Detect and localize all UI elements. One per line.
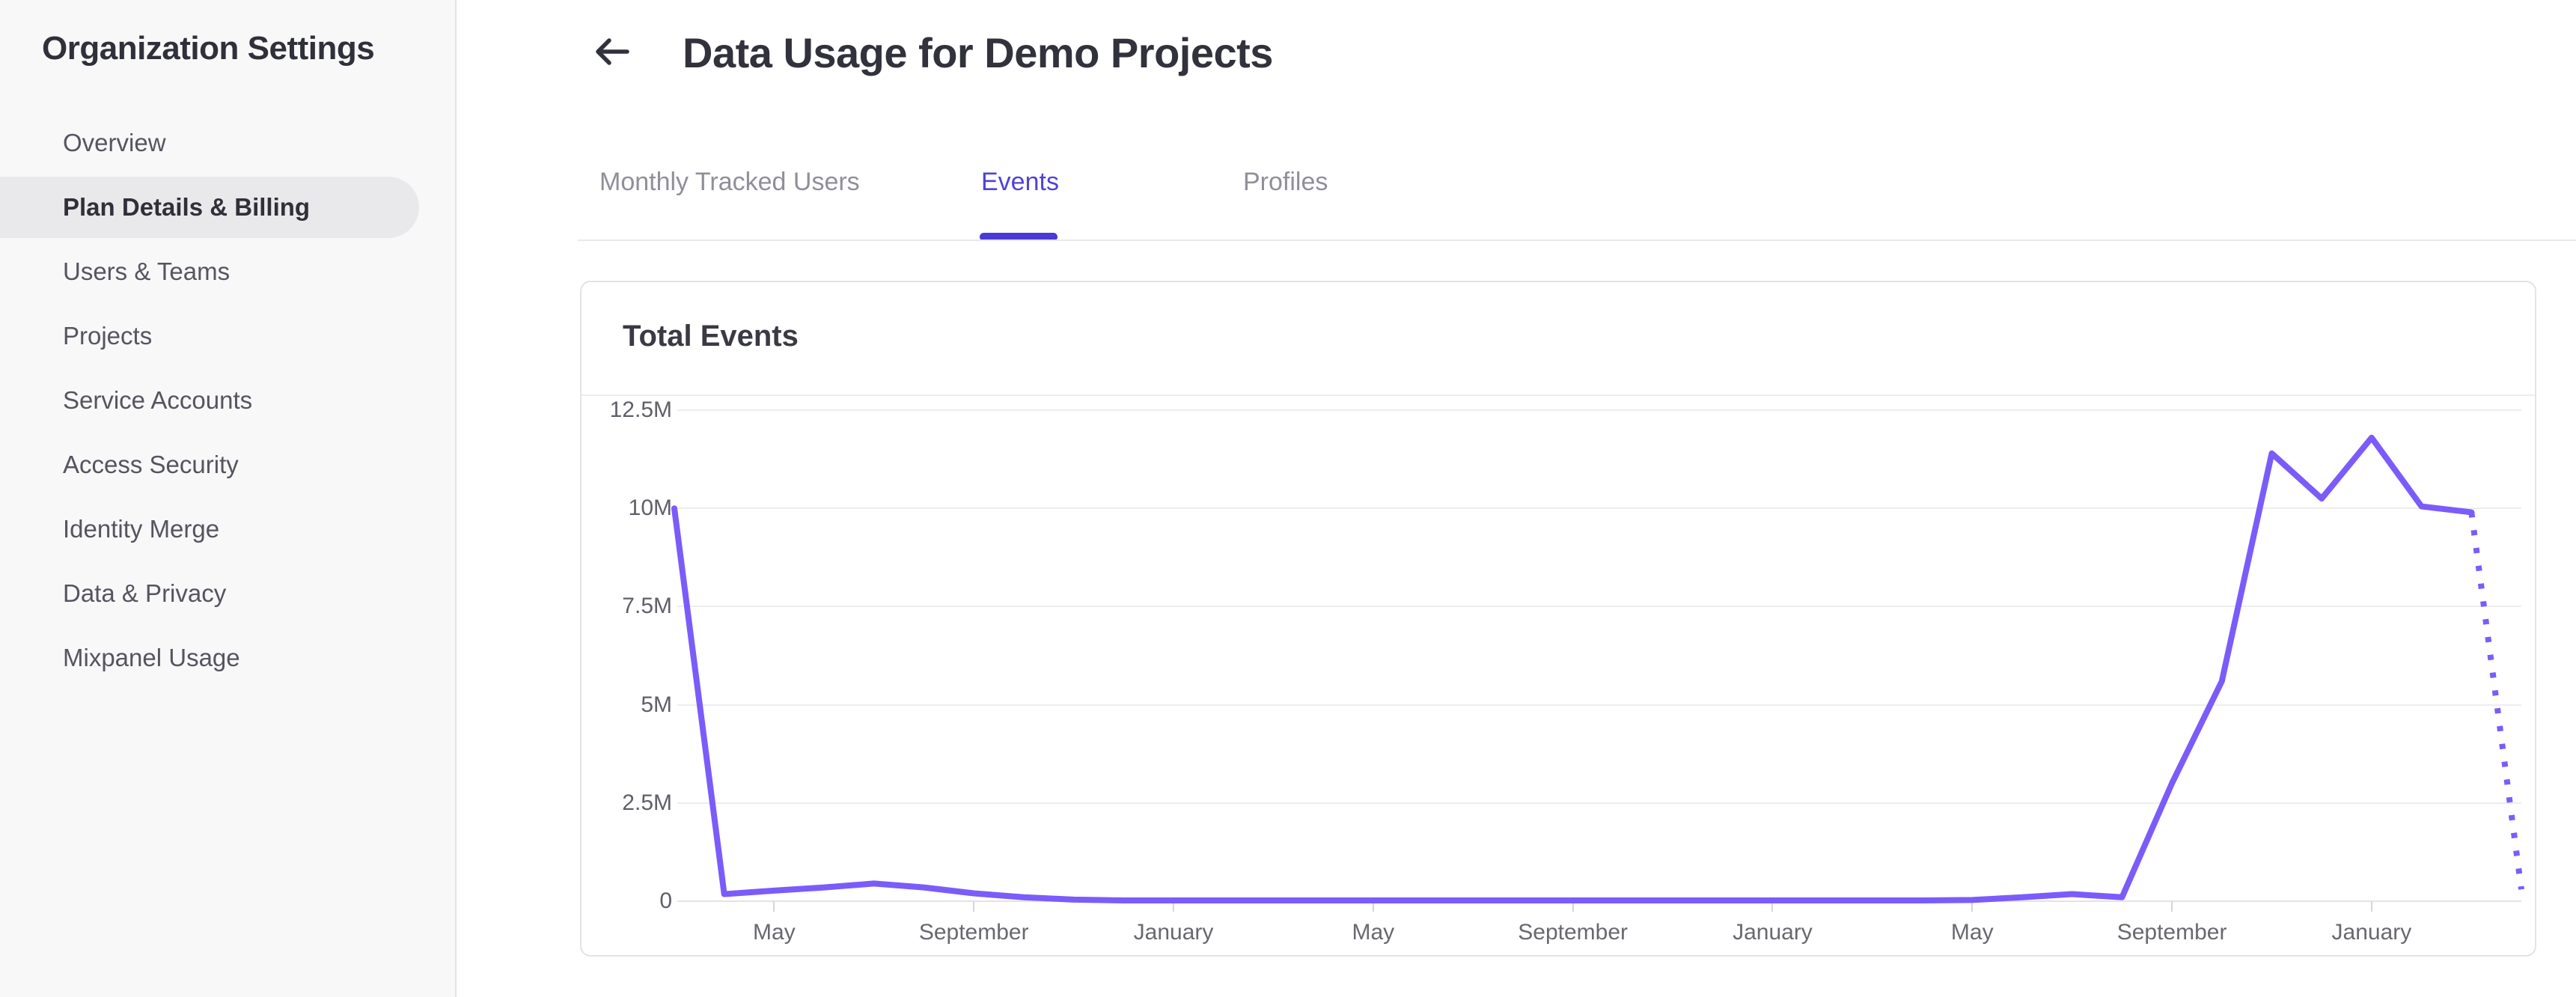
gridline (677, 409, 2521, 411)
x-axis-tick (1173, 901, 1175, 912)
sidebar-item-projects[interactable]: Projects (63, 322, 153, 350)
x-axis-label: September (2116, 920, 2227, 945)
gridline (677, 507, 2521, 510)
sidebar-item-mixpanel-usage[interactable]: Mixpanel Usage (63, 644, 240, 671)
x-axis-tick (773, 901, 775, 912)
y-axis-label: 12.5M (609, 397, 672, 422)
gridline (677, 606, 2521, 608)
tab-profiles[interactable]: Profiles (1243, 168, 1328, 196)
page-title: Data Usage for Demo Projects (683, 29, 1273, 76)
card-header-divider (582, 394, 2535, 396)
active-tab-underline (980, 233, 1057, 241)
total-events-line-incomplete-segment (2468, 511, 2524, 890)
back-button[interactable] (593, 34, 632, 69)
sidebar-item-plan-details-billing[interactable]: Plan Details & Billing (0, 177, 419, 238)
chart-title: Total Events (623, 320, 799, 353)
y-axis-label: 5M (641, 692, 672, 717)
x-axis-label: September (1518, 920, 1629, 945)
y-axis-label: 2.5M (622, 790, 672, 815)
x-axis-tick (1372, 901, 1374, 912)
tabs-divider (578, 240, 2576, 241)
sidebar: Organization Settings Overview Plan Deta… (0, 0, 457, 997)
arrow-left-icon (596, 38, 629, 65)
y-axis-label: 0 (659, 888, 672, 913)
tab-monthly-tracked-users[interactable]: Monthly Tracked Users (599, 168, 860, 196)
tab-events[interactable]: Events (981, 168, 1059, 196)
sidebar-item-users-teams[interactable]: Users & Teams (63, 257, 231, 285)
x-axis-tick (1771, 901, 1774, 912)
gridline (677, 704, 2521, 706)
gridline (677, 802, 2521, 804)
x-axis-label: January (1733, 920, 1813, 945)
sidebar-item-service-accounts[interactable]: Service Accounts (63, 386, 253, 414)
y-axis-label: 10M (628, 496, 672, 521)
sidebar-title: Organization Settings (42, 30, 375, 67)
sidebar-item-data-privacy[interactable]: Data & Privacy (63, 579, 227, 607)
x-axis-tick (1572, 901, 1574, 912)
sidebar-nav: Overview Plan Details & Billing Users & … (0, 111, 457, 690)
x-axis-tick (1971, 901, 1974, 912)
x-axis-tick (2370, 901, 2372, 912)
x-axis-tick (2171, 901, 2173, 912)
x-axis-label: September (918, 920, 1029, 945)
x-axis-label: January (2331, 920, 2412, 945)
x-axis-label: May (753, 920, 796, 945)
gridline (677, 900, 2521, 902)
total-events-chart: 12.5M 10M 7.5M 5M 2.5M 0 May September January Ma… (580, 394, 2536, 957)
sidebar-item-identity-merge[interactable]: Identity Merge (63, 515, 220, 543)
sidebar-item-overview[interactable]: Overview (63, 129, 166, 156)
y-axis-label: 7.5M (622, 594, 672, 619)
x-axis-label: May (1950, 920, 1994, 945)
x-axis-label: May (1352, 920, 1395, 945)
x-axis-tick (973, 901, 975, 912)
sidebar-item-access-security[interactable]: Access Security (63, 451, 239, 478)
line-chart-canvas (671, 434, 2524, 903)
x-axis-label: January (1133, 920, 1214, 945)
